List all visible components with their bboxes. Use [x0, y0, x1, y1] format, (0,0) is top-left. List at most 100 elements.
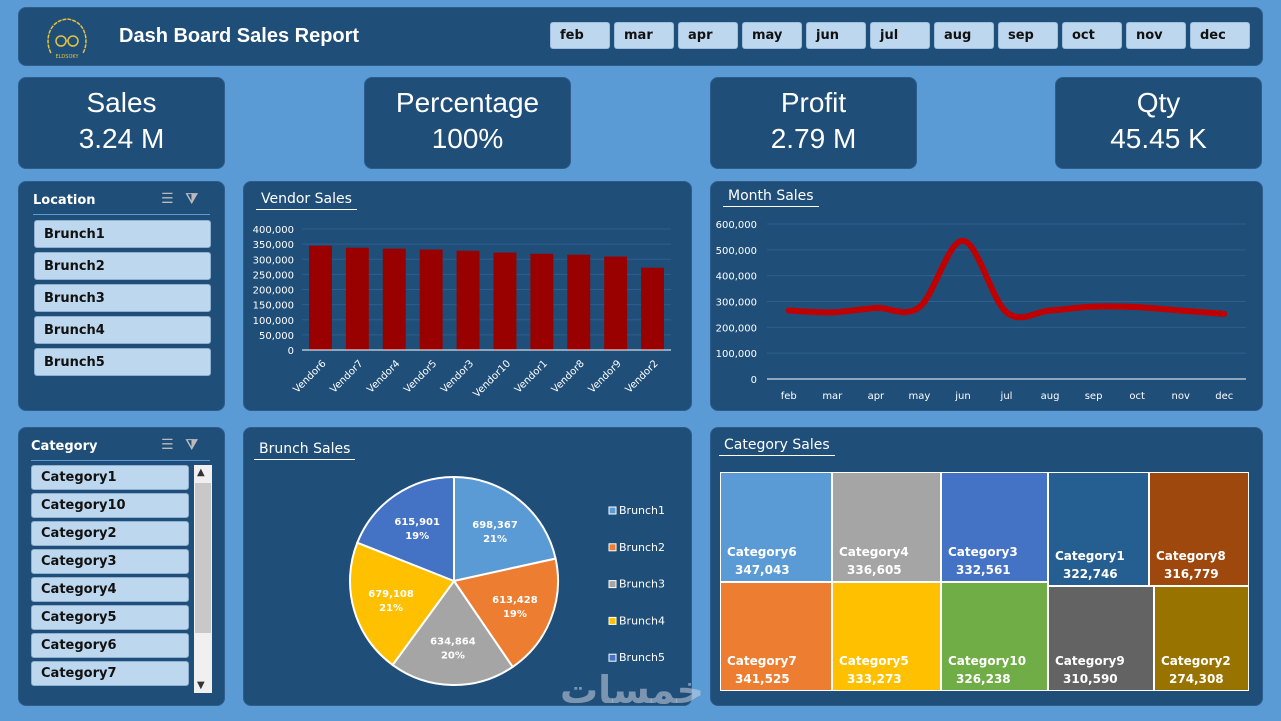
bar-vendor4	[382, 248, 406, 350]
month-button-aug[interactable]: aug	[934, 22, 994, 49]
month-button-oct[interactable]: oct	[1062, 22, 1122, 49]
sales-line	[785, 237, 1228, 321]
slicer-item-category5[interactable]: Category5	[31, 605, 189, 630]
slicer-item-brunch5[interactable]: Brunch5	[34, 348, 211, 376]
clear-filter-icon[interactable]: ⧩	[185, 437, 210, 453]
slicer-item-brunch4[interactable]: Brunch4	[34, 316, 211, 344]
y-tick-label: 100,000	[253, 316, 294, 327]
legend-swatch	[608, 616, 617, 625]
slicer-item-category10[interactable]: Category10	[31, 493, 189, 518]
tile-label: Category9	[1055, 654, 1125, 668]
legend-label: Brunch1	[619, 504, 665, 517]
x-tick-label: feb	[781, 391, 797, 402]
slicer-item-category1[interactable]: Category1	[31, 465, 189, 490]
tile-value: 341,525	[735, 672, 790, 686]
month-button-jul[interactable]: jul	[870, 22, 930, 49]
category-slicer: Category ☰⧩ Category1 Category10 Category2…	[18, 427, 225, 706]
tile-label: Category3	[948, 545, 1018, 559]
tile-value: 322,746	[1063, 567, 1118, 581]
header-bar: ELDSOKY Dash Board Sales Report feb mar ap…	[18, 7, 1263, 66]
slicer-item-brunch2[interactable]: Brunch2	[34, 252, 211, 280]
treemap-tile-category7: Category7 341,525	[720, 582, 832, 691]
x-tick-label: Vendor6	[291, 358, 328, 395]
x-tick-label: Vendor7	[328, 358, 365, 395]
slicer-item-brunch3[interactable]: Brunch3	[34, 284, 211, 312]
data-label-value: 698,367	[472, 520, 518, 531]
treemap-tile-category5: Category5 333,273	[832, 582, 941, 691]
tile-value: 332,561	[956, 563, 1011, 577]
kpi-card-sales: Sales 3.24 M	[18, 77, 225, 169]
month-button-may[interactable]: may	[742, 22, 802, 49]
treemap-tile-category4: Category4 336,605	[832, 472, 941, 582]
month-button-mar[interactable]: mar	[614, 22, 674, 49]
tile-value: 347,043	[735, 563, 790, 577]
scroll-thumb[interactable]	[195, 483, 211, 633]
treemap-tile-category10: Category10 326,238	[941, 582, 1048, 691]
treemap-tile-category1: Category1 322,746	[1048, 472, 1149, 586]
tile-label: Category10	[948, 654, 1027, 668]
month-button-dec[interactable]: dec	[1190, 22, 1250, 49]
page-title: Dash Board Sales Report	[119, 25, 360, 47]
treemap-tile-category8: Category8 316,779	[1149, 472, 1249, 586]
kpi-card-percentage: Percentage 100%	[364, 77, 571, 169]
x-tick-label: aug	[1041, 391, 1060, 402]
y-tick-label: 0	[288, 346, 294, 357]
slicer-item-brunch1[interactable]: Brunch1	[34, 220, 211, 248]
vendor-sales-chart: Vendor Sales 0 50,000 100,000 150,000 200,00…	[243, 181, 692, 411]
legend-swatch	[608, 543, 617, 552]
data-label-percent: 21%	[379, 603, 403, 614]
month-sales-chart: Month Sales 0 100,000 200,000 300,000 400,00…	[710, 181, 1263, 411]
slicer-item-category3[interactable]: Category3	[31, 549, 189, 574]
x-tick-label: Vendor8	[550, 358, 587, 395]
slicer-item-category2[interactable]: Category2	[31, 521, 189, 546]
month-button-feb[interactable]: feb	[550, 22, 610, 49]
location-slicer: Location ☰⧩ Brunch1 Brunch2 Brunch3 Brunch4…	[18, 181, 225, 411]
x-tick-label: apr	[868, 391, 885, 402]
x-tick-label: Vendor1	[513, 358, 550, 395]
bar-vendor7	[345, 247, 369, 350]
tile-label: Category8	[1156, 549, 1226, 563]
legend-swatch	[608, 580, 617, 589]
kpi-label: Percentage	[395, 87, 540, 118]
slicer-title: Location	[33, 193, 96, 208]
chart-title: Month Sales	[723, 188, 819, 207]
x-tick-label: jul	[1000, 391, 1013, 402]
tile-label: Category1	[1055, 549, 1125, 563]
bar-vendor8	[567, 254, 591, 350]
tile-label: Category7	[727, 654, 797, 668]
legend-label: Brunch2	[619, 541, 665, 554]
month-button-nov[interactable]: nov	[1126, 22, 1186, 49]
bar-vendor6	[309, 245, 332, 350]
kpi-card-profit: Profit 2.79 M	[710, 77, 917, 169]
tile-value: 326,238	[956, 672, 1011, 686]
bar-vendor9	[604, 256, 628, 350]
data-label-value: 679,108	[368, 589, 414, 600]
data-label-value: 634,864	[430, 637, 476, 648]
y-tick-label: 150,000	[253, 301, 294, 312]
pie-slice-brunch5	[356, 475, 455, 583]
y-tick-label: 600,000	[716, 220, 757, 231]
slicer-item-category6[interactable]: Category6	[31, 633, 189, 658]
treemap-tile-category3: Category3 332,561	[941, 472, 1048, 582]
slicer-item-category7[interactable]: Category7	[31, 661, 189, 686]
legend-label: Brunch4	[619, 614, 665, 627]
month-button-jun[interactable]: jun	[806, 22, 866, 49]
x-tick-label: oct	[1129, 391, 1145, 402]
scroll-up-icon[interactable]: ▲	[197, 467, 205, 478]
x-tick-label: Vendor10	[471, 358, 513, 400]
y-tick-label: 400,000	[253, 225, 294, 236]
bar-vendor3	[456, 250, 480, 350]
slicer-item-category4[interactable]: Category4	[31, 577, 189, 602]
multi-select-icon[interactable]: ☰	[160, 437, 186, 453]
month-button-apr[interactable]: apr	[678, 22, 738, 49]
clear-filter-icon[interactable]: ⧩	[185, 191, 210, 207]
brunch-sales-chart: Brunch Sales 698,367 21% Brunch1 613,428 19%…	[243, 427, 692, 706]
watermark: خمسات	[560, 668, 704, 712]
multi-select-icon[interactable]: ☰	[160, 191, 186, 207]
x-tick-label: dec	[1215, 391, 1233, 402]
data-label-value: 615,901	[394, 517, 440, 528]
scroll-down-icon[interactable]: ▼	[197, 680, 205, 691]
month-button-sep[interactable]: sep	[998, 22, 1058, 49]
kpi-label: Qty	[1136, 87, 1181, 118]
category-scrollbar[interactable]: ▲ ▼	[194, 465, 212, 693]
